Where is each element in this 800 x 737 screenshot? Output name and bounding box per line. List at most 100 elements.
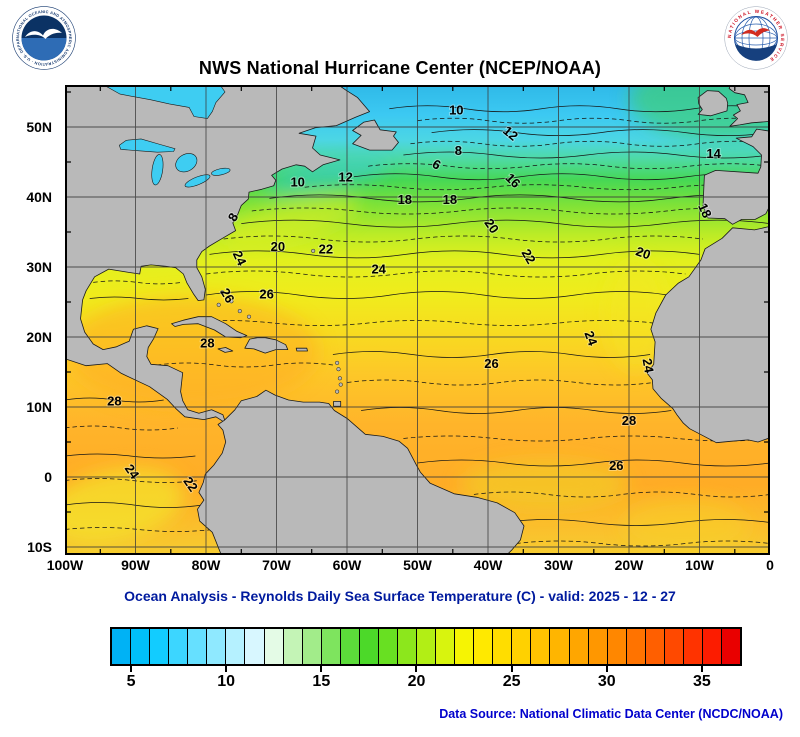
colorbar-cell (321, 629, 341, 664)
colorbar-cell (493, 629, 513, 664)
colorbar-cell (645, 629, 665, 664)
lat-tick-label: 10N (26, 399, 52, 415)
lon-tick-label: 80W (191, 557, 221, 573)
colorbar-ticks: 5 10 15 20 25 30 35 (112, 666, 740, 696)
inland-water-layer (102, 84, 231, 188)
contour-label: 26 (259, 287, 273, 302)
colorbar-tick-label: 30 (597, 673, 616, 690)
nws-logo: NATIONAL WEATHER SERVICE (724, 6, 788, 70)
noaa-logo: NATIONAL OCEANIC AND ATMOSPHERIC ADMINIS… (12, 6, 76, 70)
colorbar-cell (169, 629, 189, 664)
colorbar-tick-label: 10 (217, 673, 236, 690)
lat-tick-label: 10S (27, 539, 52, 556)
colorbar-tick-label: 20 (407, 673, 426, 690)
colorbar-cell (340, 629, 360, 664)
graticule (65, 85, 770, 555)
contour-label: 14 (706, 146, 721, 161)
page-title: NWS National Hurricane Center (NCEP/NOAA… (198, 58, 602, 78)
contour-label: 28 (622, 413, 636, 428)
colorbar-cell (302, 629, 322, 664)
contour-label: 18 (695, 201, 715, 220)
lon-tick-label: 0 (766, 557, 774, 573)
sst-map: 10 12 8 6 14 16 10 12 18 18 8 18 20 22 20 22 24 24 20 26 26 2… (45, 57, 800, 556)
contour-label: 12 (338, 170, 352, 185)
colorbar-tick-mark (605, 666, 608, 672)
lat-tick-label: 20N (26, 329, 52, 345)
colorbar-cell (283, 629, 303, 664)
contour-label: 28 (107, 394, 121, 409)
colorbar-tick-label: 5 (126, 673, 136, 690)
lon-tick-label: 60W (332, 557, 362, 573)
colorbar-tick-mark (320, 666, 323, 672)
colorbar-cell (397, 629, 417, 664)
temperature-colorbar (110, 627, 742, 666)
map-caption: Ocean Analysis - Reynolds Daily Sea Surf… (124, 588, 676, 604)
colorbar-cell (512, 629, 532, 664)
contour-label: 24 (640, 357, 657, 375)
data-source-credit: Data Source: National Climatic Data Cent… (439, 707, 783, 721)
lon-tick-label: 50W (403, 557, 432, 573)
colorbar-cell (359, 629, 379, 664)
colorbar-cell (417, 629, 437, 664)
colorbar-cell (455, 629, 475, 664)
colorbar-cell (188, 629, 208, 664)
lon-tick-label: 20W (614, 557, 644, 573)
contour-label: 24 (371, 261, 386, 276)
contour-label: 26 (609, 458, 623, 473)
colorbar-cell (722, 629, 741, 664)
lat-tick-label: 50N (26, 119, 52, 135)
lon-tick-label: 100W (46, 557, 84, 573)
colorbar-tick-label: 35 (693, 673, 711, 690)
colorbar-tick-mark (415, 666, 418, 672)
contour-label: 24 (230, 248, 250, 268)
colorbar-cell (550, 629, 570, 664)
noaa-sea-icon (21, 38, 67, 61)
colorbar-cell (226, 629, 246, 664)
colorbar-cell (626, 629, 646, 664)
contour-label: 26 (484, 356, 498, 371)
colorbar-tick-mark (510, 666, 513, 672)
noaa-gull-icon (25, 28, 62, 39)
contour-label: 22 (319, 242, 333, 257)
colorbar-cell (474, 629, 494, 664)
contour-label: 20 (634, 243, 653, 262)
map-border (65, 85, 770, 555)
lon-tick-label: 10W (685, 557, 714, 573)
nws-bird-icon (741, 28, 770, 37)
colorbar-cell (264, 629, 284, 664)
colorbar-cell (664, 629, 684, 664)
contour-label: 10 (449, 102, 463, 117)
land-layer (64, 84, 771, 556)
colorbar-tick-mark (225, 666, 228, 672)
colorbar-cell (150, 629, 170, 664)
colorbar-cell (207, 629, 227, 664)
colorbar-tick-label: 25 (502, 673, 521, 690)
colorbar-cell (588, 629, 608, 664)
contour-label: 18 (443, 192, 457, 207)
colorbar-cell (378, 629, 398, 664)
latitude-axis: 50N 40N 30N 20N 10N 0 10S (0, 85, 58, 555)
lat-tick-label: 0 (44, 469, 52, 486)
colorbar-cell (131, 629, 151, 664)
colorbar-cell (702, 629, 722, 664)
colorbar-cell (245, 629, 265, 664)
colorbar-tick-mark (700, 666, 703, 672)
colorbar-cell (683, 629, 703, 664)
contour-label: 8 (455, 143, 462, 158)
colorbar-cell (569, 629, 589, 664)
lon-tick-label: 90W (121, 557, 150, 573)
colorbar-cell (436, 629, 456, 664)
colorbar-cell (531, 629, 551, 664)
lat-tick-label: 30N (26, 259, 52, 275)
contour-label: 18 (398, 192, 412, 207)
colorbar-cell (112, 629, 132, 664)
longitude-axis: 100W 90W 80W 70W 60W 50W 40W 30W 20W 10W 0 (47, 557, 774, 577)
nws-wave-icon (735, 44, 777, 61)
lat-tick-label: 40N (26, 189, 52, 205)
contour-label: 28 (200, 336, 214, 351)
contour-label: 20 (271, 239, 285, 254)
contour-label: 10 (290, 175, 304, 190)
